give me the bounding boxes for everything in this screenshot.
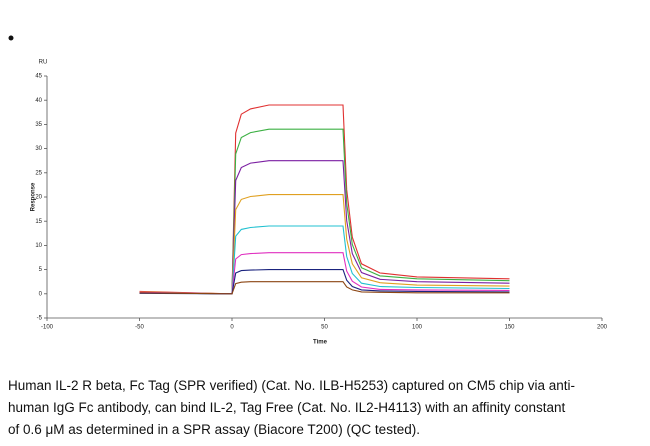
y-tick-label: 15 bbox=[35, 219, 42, 225]
x-tick-label: 100 bbox=[412, 325, 423, 331]
x-tick-label: 150 bbox=[504, 325, 515, 331]
bullet bbox=[8, 35, 14, 41]
x-axis-label: Time bbox=[313, 340, 328, 346]
caption-line: of 0.6 μM as determined in a SPR assay (… bbox=[8, 422, 420, 437]
y-tick-label: 45 bbox=[35, 74, 42, 80]
y-unit: RU bbox=[39, 60, 48, 66]
x-tick-label: 200 bbox=[597, 325, 608, 331]
x-tick-label: 50 bbox=[321, 325, 328, 331]
y-tick-label: 10 bbox=[35, 243, 42, 249]
sensorgram-line bbox=[139, 281, 510, 295]
y-tick-label: 25 bbox=[35, 170, 42, 176]
caption-line: human IgG Fc antibody, can bind IL-2, Ta… bbox=[8, 400, 566, 415]
y-tick-label: 0 bbox=[39, 291, 43, 297]
y-tick-label: 40 bbox=[35, 98, 42, 104]
caption-line: Human IL-2 R beta, Fc Tag (SPR verified)… bbox=[8, 378, 575, 393]
x-tick-label: -100 bbox=[41, 325, 54, 331]
x-tick-label: -50 bbox=[135, 325, 144, 331]
sensorgram-line bbox=[139, 104, 510, 295]
sensorgram-line bbox=[139, 252, 510, 295]
y-tick-label: 20 bbox=[35, 195, 42, 201]
y-tick-label: 5 bbox=[39, 267, 43, 273]
sensorgram-line bbox=[139, 194, 510, 295]
y-tick-label: 30 bbox=[35, 146, 42, 152]
sensorgram-line bbox=[139, 269, 510, 295]
sensorgram-line bbox=[139, 225, 510, 295]
y-axis-label: Response bbox=[31, 182, 37, 211]
x-tick-label: 0 bbox=[230, 325, 234, 331]
sensorgram-line bbox=[139, 160, 510, 295]
y-tick-label: -5 bbox=[37, 316, 43, 322]
y-tick-label: 35 bbox=[35, 122, 42, 128]
